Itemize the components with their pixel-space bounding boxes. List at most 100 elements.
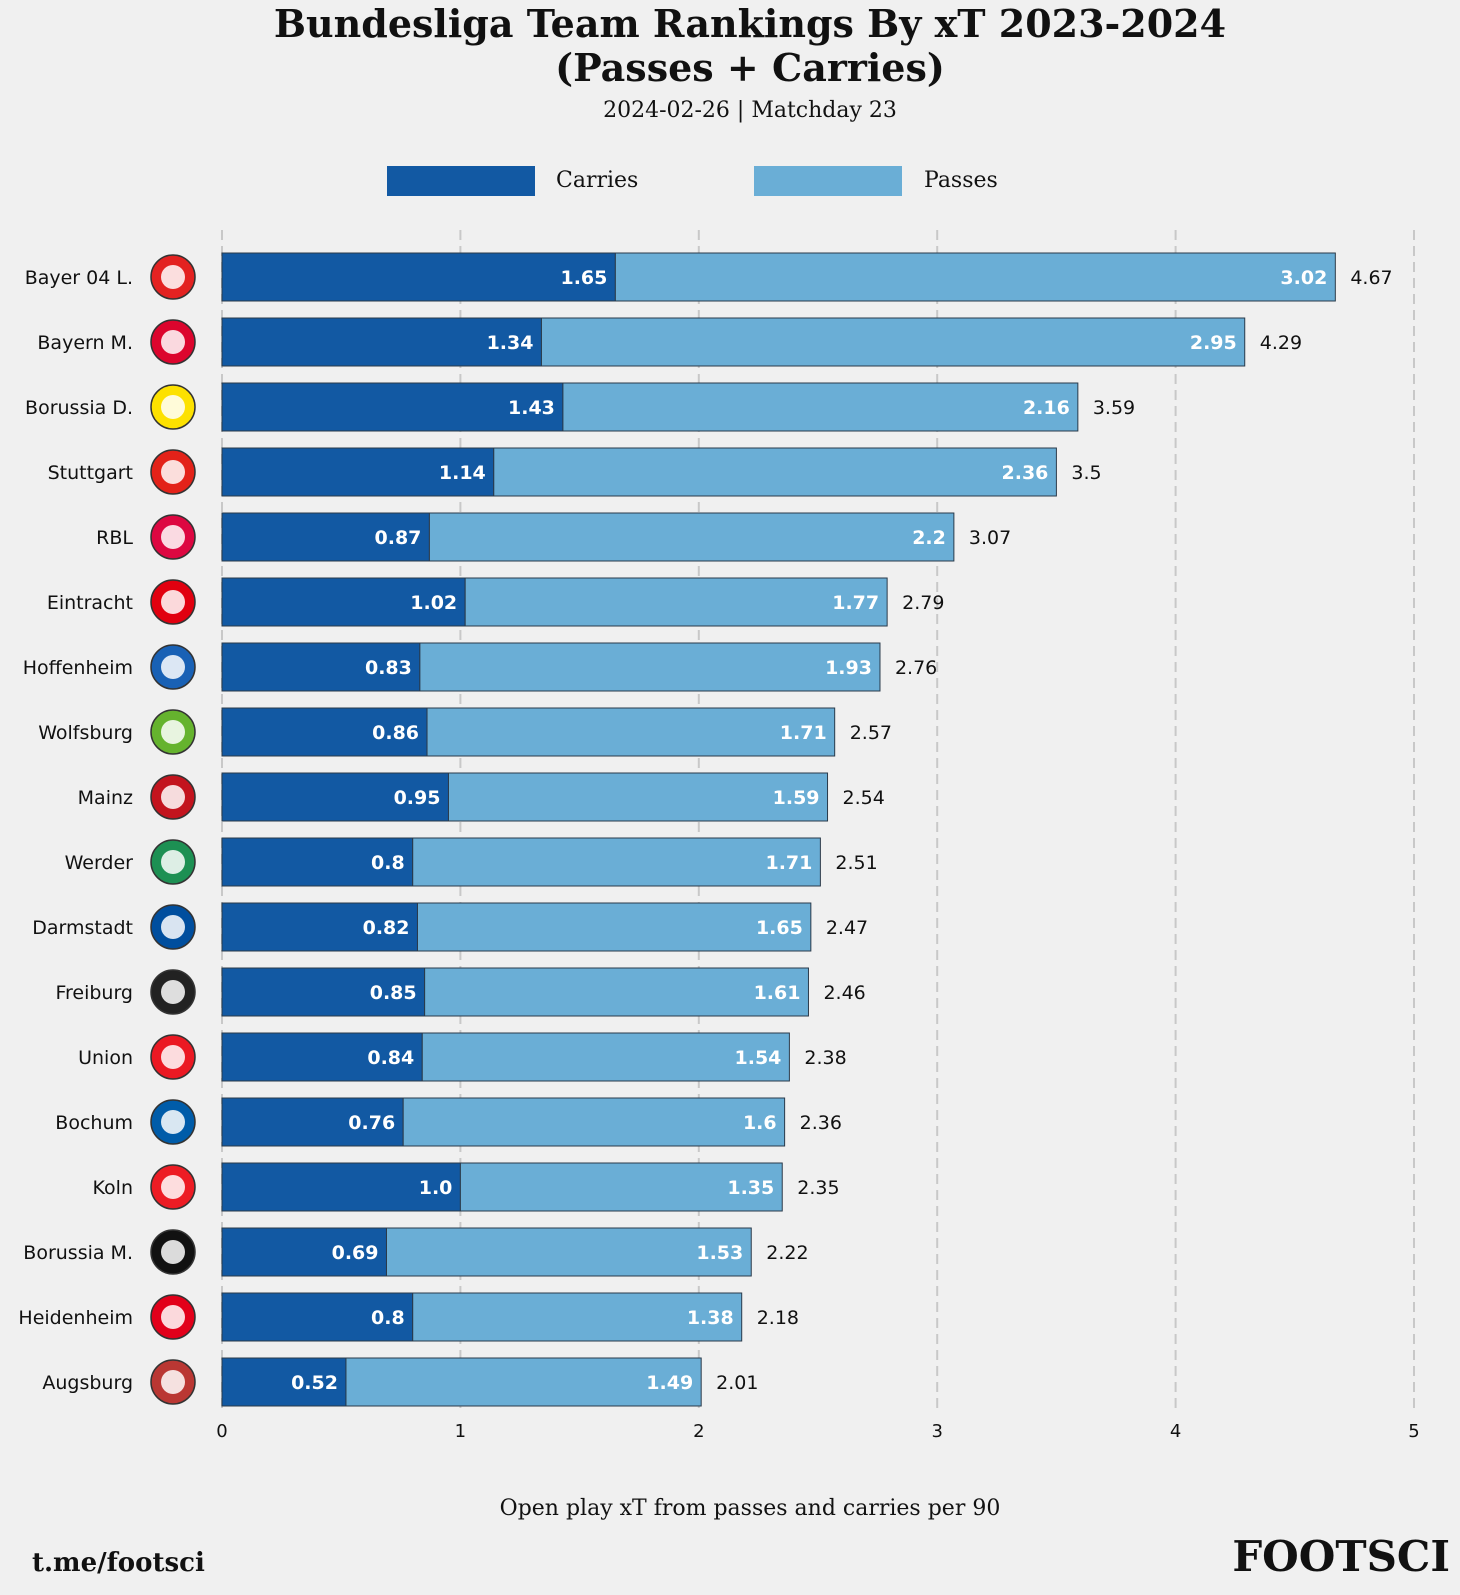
carries-value-label: 0.82 xyxy=(363,917,410,939)
passes-value-label: 2.2 xyxy=(912,527,946,549)
carries-value-label: 0.86 xyxy=(372,722,419,744)
bar-carries xyxy=(221,447,495,497)
gladbach-logo-icon xyxy=(150,1229,196,1275)
carries-value-label: 1.43 xyxy=(508,397,555,419)
bochum-logo-icon xyxy=(150,1099,196,1145)
total-value-label: 2.01 xyxy=(716,1372,758,1394)
heidenheim-logo-icon xyxy=(150,1294,196,1340)
bar-passes xyxy=(421,1032,790,1082)
team-name-label: Bayern M. xyxy=(37,332,133,354)
bar-carries xyxy=(221,1032,423,1082)
eintracht-frankfurt-logo-icon xyxy=(150,579,196,625)
team-name-label: Union xyxy=(78,1047,133,1069)
bar-passes xyxy=(412,1292,743,1342)
bar-passes xyxy=(464,577,888,627)
bar-carries xyxy=(221,252,616,302)
carries-value-label: 0.52 xyxy=(291,1372,338,1394)
passes-value-label: 2.95 xyxy=(1190,332,1237,354)
total-value-label: 2.54 xyxy=(843,787,885,809)
bar-passes xyxy=(428,512,955,562)
bar-carries xyxy=(221,967,426,1017)
total-value-label: 2.46 xyxy=(823,982,865,1004)
carries-value-label: 0.84 xyxy=(367,1047,414,1069)
passes-value-label: 1.71 xyxy=(765,852,812,874)
team-name-label: Bayer 04 L. xyxy=(25,267,133,289)
bar-passes xyxy=(402,1097,786,1147)
freiburg-logo-icon xyxy=(150,969,196,1015)
carries-value-label: 0.83 xyxy=(365,657,412,679)
team-name-label: Bochum xyxy=(55,1112,133,1134)
total-value-label: 2.35 xyxy=(797,1177,839,1199)
carries-value-label: 0.8 xyxy=(371,852,405,874)
bar-passes xyxy=(447,772,829,822)
bar-passes xyxy=(385,1227,752,1277)
bar-passes xyxy=(493,447,1057,497)
team-name-label: Hoffenheim xyxy=(23,657,133,679)
team-name-label: Augsburg xyxy=(42,1372,133,1394)
passes-value-label: 1.49 xyxy=(646,1372,693,1394)
passes-value-label: 1.35 xyxy=(727,1177,774,1199)
carries-value-label: 0.8 xyxy=(371,1307,405,1329)
team-name-label: Borussia D. xyxy=(25,397,133,419)
legend-label-passes: Passes xyxy=(924,168,998,193)
team-name-label: Borussia M. xyxy=(23,1242,133,1264)
team-name-label: RBL xyxy=(96,527,133,549)
borussia-dortmund-logo-icon xyxy=(150,384,196,430)
vfb-stuttgart-logo-icon xyxy=(150,449,196,495)
x-tick-label: 2 xyxy=(693,1421,704,1442)
carries-value-label: 1.34 xyxy=(487,332,534,354)
carries-value-label: 0.87 xyxy=(375,527,422,549)
x-tick-label: 3 xyxy=(931,1421,942,1442)
passes-value-label: 1.71 xyxy=(780,722,827,744)
team-name-label: Werder xyxy=(65,852,134,874)
total-value-label: 2.47 xyxy=(826,917,868,939)
title-line-2: (Passes + Carries) xyxy=(555,45,945,90)
total-value-label: 2.57 xyxy=(850,722,892,744)
total-value-label: 4.67 xyxy=(1350,267,1392,289)
bar-passes xyxy=(426,707,836,757)
hoffenheim-logo-icon xyxy=(150,644,196,690)
werder-bremen-logo-icon xyxy=(150,839,196,885)
team-name-label: Mainz xyxy=(78,787,133,809)
carries-value-label: 0.95 xyxy=(394,787,441,809)
bar-passes xyxy=(459,1162,783,1212)
passes-value-label: 1.59 xyxy=(773,787,820,809)
union-berlin-logo-icon xyxy=(150,1034,196,1080)
darmstadt-logo-icon xyxy=(150,904,196,950)
total-value-label: 2.79 xyxy=(902,592,944,614)
koln-logo-icon xyxy=(150,1164,196,1210)
total-value-label: 3.59 xyxy=(1093,397,1135,419)
bar-carries xyxy=(221,837,414,887)
carries-value-label: 0.85 xyxy=(370,982,417,1004)
passes-value-label: 1.61 xyxy=(754,982,801,1004)
team-name-label: Stuttgart xyxy=(48,462,133,484)
rb-leipzig-logo-icon xyxy=(150,514,196,560)
legend-label-carries: Carries xyxy=(556,168,639,193)
total-value-label: 3.5 xyxy=(1071,462,1101,484)
bar-passes xyxy=(614,252,1336,302)
total-value-label: 4.29 xyxy=(1260,332,1302,354)
total-value-label: 2.36 xyxy=(800,1112,842,1134)
total-value-label: 2.18 xyxy=(757,1307,799,1329)
team-name-label: Eintracht xyxy=(47,592,133,614)
mainz-logo-icon xyxy=(150,774,196,820)
carries-value-label: 1.02 xyxy=(410,592,457,614)
carries-value-label: 0.76 xyxy=(348,1112,395,1134)
chart-subtitle: 2024-02-26 | Matchday 23 xyxy=(603,98,897,123)
bar-carries xyxy=(221,317,542,367)
footer-brand: FOOTSCI xyxy=(1232,1532,1450,1581)
bar-carries xyxy=(221,1227,387,1277)
total-value-label: 2.38 xyxy=(804,1047,846,1069)
x-axis-label: Open play xT from passes and carries per… xyxy=(499,1496,1001,1521)
bayern-munich-logo-icon xyxy=(150,319,196,365)
bar-carries xyxy=(221,512,430,562)
total-value-label: 2.22 xyxy=(766,1242,808,1264)
title-line-1: Bundesliga Team Rankings By xT 2023-2024 xyxy=(273,1,1227,46)
team-name-label: Heidenheim xyxy=(18,1307,133,1329)
bar-passes xyxy=(416,902,812,952)
passes-value-label: 1.38 xyxy=(687,1307,734,1329)
passes-value-label: 2.16 xyxy=(1023,397,1070,419)
passes-value-label: 1.53 xyxy=(696,1242,743,1264)
total-value-label: 2.76 xyxy=(895,657,937,679)
